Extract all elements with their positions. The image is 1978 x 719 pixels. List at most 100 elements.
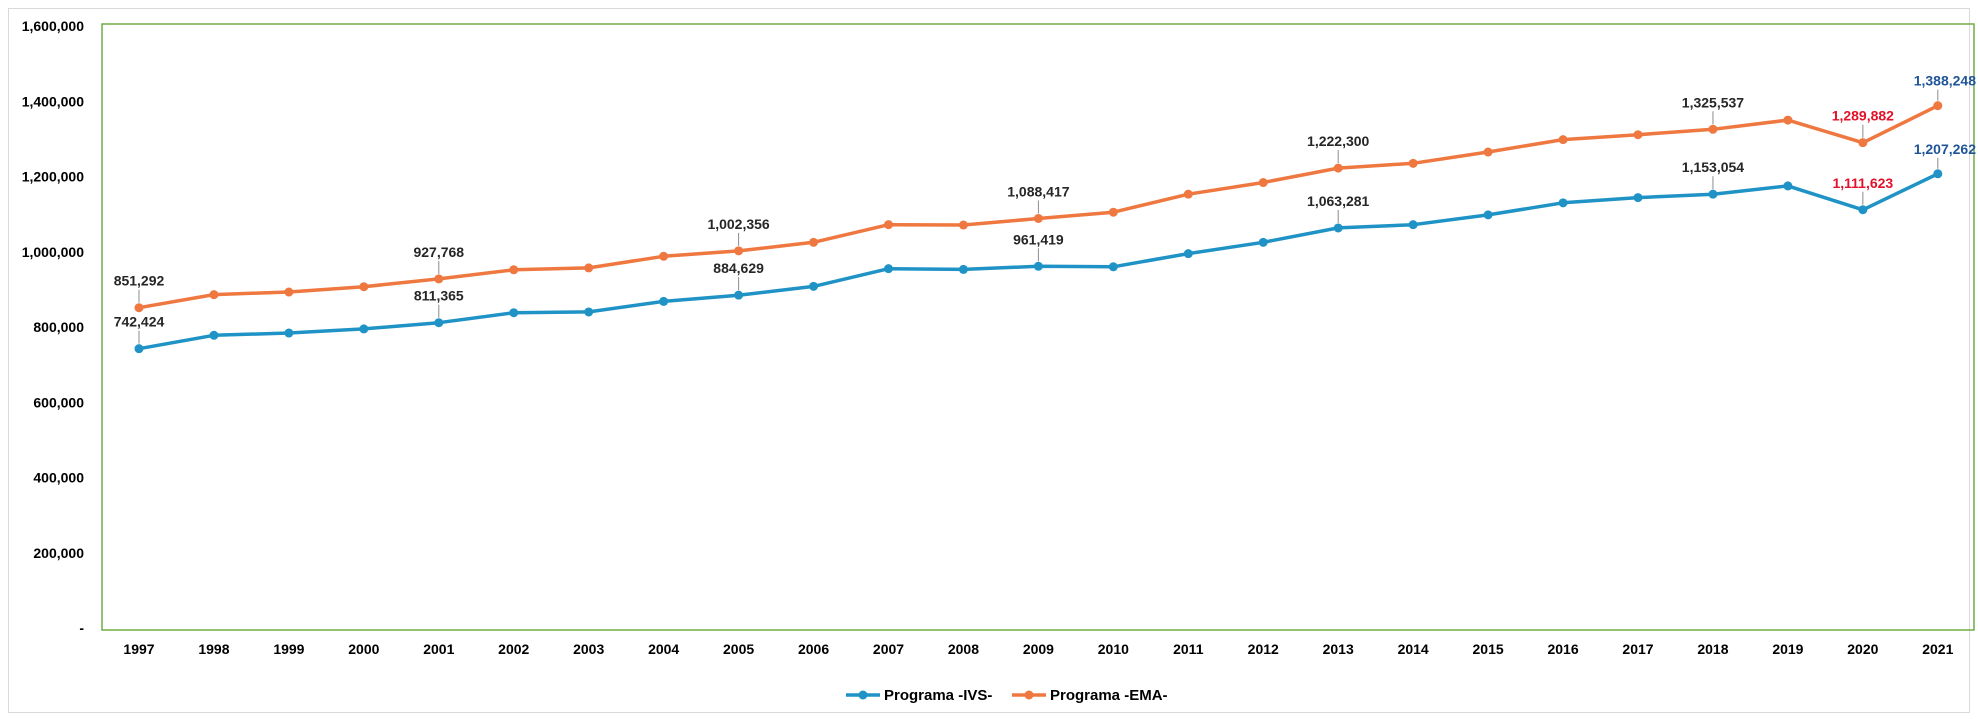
data-label: 1,388,248	[1914, 73, 1976, 89]
x-tick-label: 2003	[573, 641, 604, 657]
x-tick-label: 2009	[1023, 641, 1054, 657]
x-tick-label: 2015	[1473, 641, 1504, 657]
y-tick-label: -	[79, 620, 84, 636]
data-point	[209, 290, 219, 300]
data-label: 927,768	[413, 244, 464, 260]
legend-marker	[1024, 690, 1034, 700]
x-tick-label: 2006	[798, 641, 829, 657]
data-point	[809, 281, 819, 291]
data-point	[1558, 198, 1568, 208]
data-label: 1,002,356	[707, 216, 769, 232]
data-point	[884, 220, 893, 230]
data-point	[734, 290, 744, 300]
plot-border	[101, 23, 1975, 631]
x-tick-label: 2002	[498, 641, 529, 657]
data-point	[1558, 135, 1568, 145]
y-tick-label: 600,000	[33, 394, 84, 410]
data-point	[1183, 189, 1193, 199]
data-point	[958, 264, 968, 274]
x-tick-label: 2007	[873, 641, 904, 657]
data-point	[1108, 262, 1118, 272]
x-tick-label: 2018	[1697, 641, 1728, 657]
data-point	[1933, 101, 1943, 111]
legend-label: Programa -IVS-	[884, 687, 992, 704]
series-ivs	[134, 169, 1943, 354]
data-point	[1183, 249, 1193, 259]
data-point	[1333, 163, 1343, 173]
x-tick-label: 1997	[123, 641, 154, 657]
data-point	[659, 296, 669, 306]
x-tick-label: 2004	[648, 641, 679, 657]
x-tick-label: 2010	[1098, 641, 1129, 657]
data-point	[359, 324, 369, 334]
x-tick-label: 2021	[1922, 641, 1953, 657]
data-label: 1,207,262	[1914, 141, 1976, 157]
data-point	[134, 303, 144, 313]
data-point	[809, 237, 819, 247]
data-point	[1858, 205, 1868, 215]
data-point	[1933, 169, 1943, 179]
y-tick-label: 1,400,000	[22, 93, 84, 109]
x-tick-label: 2012	[1248, 641, 1279, 657]
x-axis: 1997 1998 1999 2000 2001 2002 2003 2004 2005 2006…	[123, 641, 1953, 657]
x-tick-label: 2001	[423, 641, 454, 657]
data-point	[1783, 115, 1793, 125]
data-label: 1,063,281	[1307, 193, 1369, 209]
data-label: 811,365	[414, 288, 464, 304]
y-tick-label: 1,600,000	[22, 18, 84, 34]
data-point	[284, 328, 294, 338]
data-point	[509, 265, 519, 275]
x-tick-label: 1998	[198, 641, 229, 657]
data-point	[1408, 158, 1418, 168]
series-lines	[134, 101, 1943, 354]
data-point	[1333, 223, 1343, 233]
data-point	[1633, 193, 1643, 203]
data-point	[509, 308, 519, 318]
legend-item-ema: Programa -EMA-	[1012, 687, 1168, 704]
data-point	[1708, 189, 1718, 199]
data-point	[1483, 210, 1493, 220]
x-tick-label: 2014	[1398, 641, 1429, 657]
data-point	[1108, 207, 1118, 217]
data-point	[359, 282, 369, 292]
data-label: 851,292	[114, 273, 165, 289]
data-point	[1483, 147, 1493, 157]
x-tick-label: 2000	[348, 641, 379, 657]
x-tick-label: 2005	[723, 641, 754, 657]
data-point	[1783, 181, 1793, 191]
legend-label: Programa -EMA-	[1050, 687, 1168, 704]
y-tick-label: 1,200,000	[22, 169, 84, 185]
y-tick-label: 800,000	[33, 319, 84, 335]
y-axis: - 200,000 400,000 600,000 800,000 1,000,000 1,…	[22, 18, 85, 636]
data-label: 1,111,623	[1832, 175, 1893, 191]
legend-marker	[858, 690, 868, 700]
data-label: 1,153,054	[1682, 159, 1744, 175]
data-point	[1858, 138, 1868, 148]
data-point	[434, 318, 444, 328]
x-tick-label: 2020	[1847, 641, 1878, 657]
x-tick-label: 2013	[1323, 641, 1354, 657]
data-point	[884, 264, 893, 274]
x-tick-label: 2016	[1547, 641, 1578, 657]
data-point	[1258, 237, 1268, 247]
data-point	[1033, 213, 1043, 223]
x-tick-label: 2019	[1772, 641, 1803, 657]
legend: Programa -IVS- Programa -EMA-	[846, 687, 1168, 704]
data-point	[584, 307, 594, 317]
y-tick-label: 1,000,000	[22, 244, 84, 260]
y-tick-label: 200,000	[33, 545, 84, 561]
data-point	[134, 344, 144, 354]
data-label: 742,424	[114, 314, 165, 330]
data-point	[584, 263, 594, 273]
data-point	[209, 330, 219, 340]
data-label: 1,325,537	[1682, 94, 1744, 110]
data-label: 1,289,882	[1832, 108, 1894, 124]
data-label: 884,629	[713, 260, 764, 276]
series-ema	[134, 101, 1943, 313]
data-label: 1,222,300	[1307, 133, 1369, 149]
data-point	[958, 220, 968, 230]
data-label: 961,419	[1013, 231, 1064, 247]
x-tick-label: 2011	[1173, 641, 1204, 657]
data-point	[734, 246, 744, 256]
